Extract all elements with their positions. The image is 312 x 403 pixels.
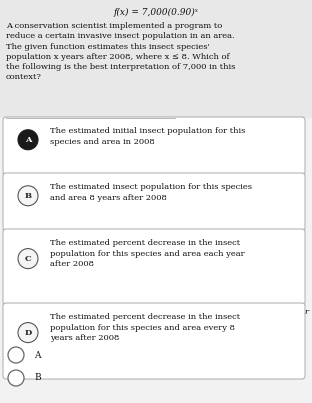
- Text: A: A: [34, 351, 41, 359]
- Text: r: r: [304, 308, 308, 316]
- Bar: [0, 118, 312, 403]
- Text: The estimated percent decrease in the insect
population for this species and are: The estimated percent decrease in the in…: [50, 313, 240, 342]
- Circle shape: [8, 370, 24, 386]
- FancyBboxPatch shape: [3, 229, 305, 305]
- Text: B: B: [24, 192, 32, 200]
- Circle shape: [18, 186, 38, 206]
- Circle shape: [18, 322, 38, 343]
- FancyBboxPatch shape: [3, 117, 305, 175]
- Text: The estimated insect population for this species
and area 8 years after 2008: The estimated insect population for this…: [50, 183, 252, 202]
- Circle shape: [8, 347, 24, 363]
- FancyBboxPatch shape: [3, 173, 305, 231]
- FancyBboxPatch shape: [3, 303, 305, 379]
- Text: A conservation scientist implemented a program to
reduce a certain invasive inse: A conservation scientist implemented a p…: [6, 22, 235, 81]
- Text: B: B: [34, 374, 41, 382]
- Text: A: A: [25, 136, 31, 144]
- Text: The estimated percent decrease in the insect
population for this species and are: The estimated percent decrease in the in…: [50, 239, 245, 268]
- Circle shape: [18, 249, 38, 269]
- Text: The estimated initial insect population for this
species and area in 2008: The estimated initial insect population …: [50, 127, 245, 145]
- Circle shape: [18, 130, 38, 150]
- Text: D: D: [24, 328, 32, 337]
- Text: C: C: [25, 255, 32, 263]
- Text: f(x) = 7,000(0.90)ˣ: f(x) = 7,000(0.90)ˣ: [114, 8, 198, 17]
